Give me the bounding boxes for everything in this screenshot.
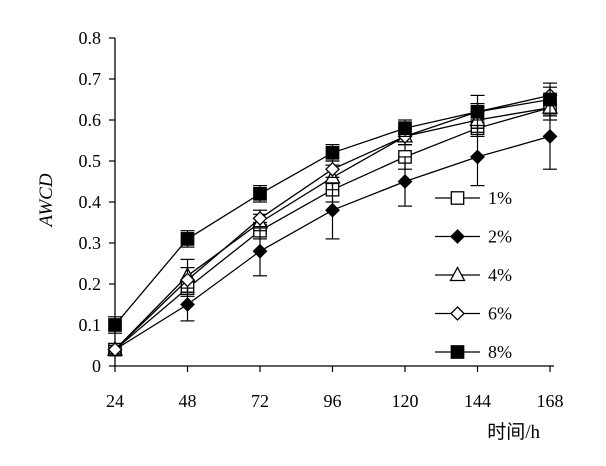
data-point — [398, 121, 412, 136]
legend-marker — [450, 229, 465, 244]
data-point — [252, 243, 268, 259]
x-tick-label: 96 — [324, 391, 342, 411]
data-point — [180, 297, 195, 312]
x-axis-label: 时间/h — [487, 421, 540, 443]
x-tick-label: 72 — [251, 391, 269, 411]
legend-marker — [450, 306, 465, 321]
y-tick-label: 0.7 — [79, 69, 102, 89]
y-tick-label: 0.1 — [79, 315, 102, 335]
y-tick-label: 0.4 — [79, 192, 102, 212]
x-tick-label: 24 — [106, 391, 124, 411]
data-point — [325, 202, 340, 218]
data-point — [108, 318, 122, 332]
legend-entry: 6% — [435, 304, 512, 324]
y-tick-label: 0.3 — [79, 233, 102, 253]
y-tick-label: 0.6 — [79, 110, 102, 130]
data-point — [252, 210, 268, 226]
axes: 0 0.1 0.2 0.3 0.4 0.5 0.6 0.7 0.8 24 48 72 96 120 144 1… — [79, 28, 564, 411]
legend-marker — [450, 191, 465, 205]
data-point — [107, 342, 123, 358]
data-point — [325, 145, 340, 160]
legend-entry: 8% — [435, 342, 512, 362]
series-5 — [108, 82, 557, 334]
data-point — [180, 232, 195, 246]
x-tick-label: 48 — [179, 391, 197, 411]
legend-entry: 2% — [435, 227, 512, 247]
data-point — [397, 174, 413, 189]
y-tick-label: 0.2 — [79, 274, 102, 294]
x-tick-label: 168 — [537, 391, 564, 411]
legend-label: 2% — [488, 227, 512, 247]
y-tick-label: 0.8 — [79, 28, 102, 48]
data-point — [470, 104, 485, 119]
legend: 1% 2% 4% 6% 8% — [435, 188, 512, 362]
x-tick-label: 120 — [392, 391, 419, 411]
legend-entry: 1% — [435, 188, 512, 208]
data-point — [543, 92, 557, 107]
y-tick-label: 0.5 — [79, 151, 102, 171]
legend-marker — [449, 266, 466, 282]
data-point — [470, 149, 485, 165]
y-tick-label: 0 — [92, 356, 101, 376]
data-point — [253, 186, 267, 201]
data-point — [542, 128, 558, 144]
data-point — [325, 161, 340, 177]
series-layer — [106, 82, 559, 358]
legend-entry: 4% — [435, 265, 512, 285]
legend-label: 4% — [488, 265, 512, 285]
legend-marker — [450, 345, 465, 359]
y-axis-label: AWCD — [36, 173, 57, 228]
legend-label: 8% — [488, 342, 512, 362]
legend-label: 1% — [488, 188, 512, 208]
x-tick-label: 144 — [464, 391, 491, 411]
data-point — [180, 272, 195, 288]
legend-label: 6% — [488, 304, 512, 324]
